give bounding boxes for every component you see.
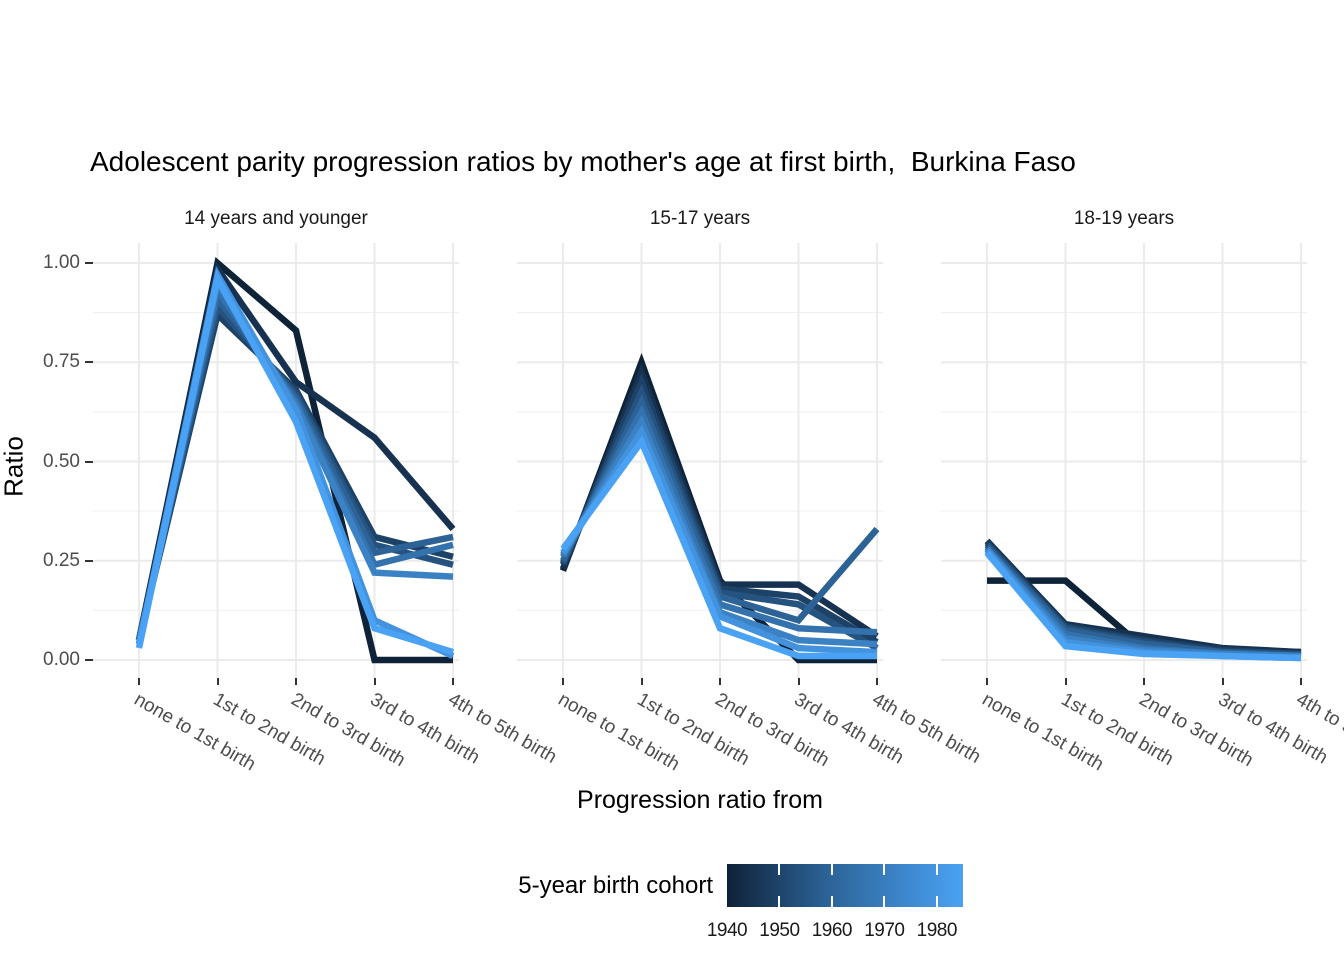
legend-tick-mark <box>935 864 938 875</box>
x-tick-mark <box>295 678 297 685</box>
legend-tick-mark <box>830 896 833 907</box>
facet-panel <box>517 243 883 678</box>
legend-tick-label: 1970 <box>864 920 905 941</box>
legend-tick-mark <box>830 864 833 875</box>
legend-tick-label: 1960 <box>811 920 853 941</box>
legend-tick-mark <box>778 864 781 875</box>
cohort-line-1980 <box>135 269 454 656</box>
x-tick-mark <box>452 678 454 685</box>
legend-colorbar <box>727 864 963 907</box>
legend-tick-mark <box>935 896 938 907</box>
y-tick-mark <box>85 262 93 264</box>
x-tick-mark <box>373 678 376 685</box>
y-tick-label: 0.50 <box>43 450 80 472</box>
legend-tick-label: 1980 <box>916 920 958 941</box>
legend-tick-mark <box>883 864 886 875</box>
legend-tick-label: 1950 <box>759 920 800 941</box>
x-tick-mark <box>138 678 140 685</box>
plot-title: Adolescent parity progression ratios by … <box>90 146 1076 177</box>
legend-tick-mark <box>883 896 886 907</box>
x-tick-mark <box>876 678 878 685</box>
y-tick-label: 0.25 <box>43 549 80 571</box>
facet-panel <box>941 243 1307 678</box>
facet-strip-label: 15-17 years <box>649 208 751 229</box>
y-axis-title: Ratio <box>0 436 29 497</box>
y-tick-label: 0.75 <box>43 351 80 373</box>
x-tick-mark <box>216 678 219 685</box>
y-tick-mark <box>85 361 93 364</box>
cohort-line-1980 <box>984 550 1302 662</box>
cohort-line-1980 <box>560 435 877 660</box>
facet-panel <box>93 243 459 678</box>
legend-tick-mark <box>778 896 781 907</box>
legend-tick-label: 1940 <box>706 920 748 941</box>
y-tick-mark <box>85 659 93 661</box>
legend-title: 5-year birth cohort <box>518 872 713 899</box>
y-tick-label: 0.00 <box>43 649 80 670</box>
x-tick-mark <box>719 678 721 685</box>
x-tick-mark <box>986 678 988 685</box>
x-tick-mark <box>1143 678 1145 685</box>
x-axis-title: Progression ratio from <box>577 786 823 814</box>
x-tick-mark <box>640 678 643 685</box>
y-tick-label: 1.00 <box>43 252 80 273</box>
facet-strip-label: 14 years and younger <box>184 208 368 229</box>
y-tick-mark <box>85 460 93 463</box>
x-tick-mark <box>1221 678 1224 685</box>
y-tick-mark <box>85 559 93 562</box>
facet-strip-label: 18-19 years <box>1073 208 1175 229</box>
x-tick-mark <box>1064 678 1067 685</box>
x-tick-mark <box>562 678 564 685</box>
x-tick-mark <box>1300 678 1302 685</box>
x-tick-mark <box>797 678 800 685</box>
